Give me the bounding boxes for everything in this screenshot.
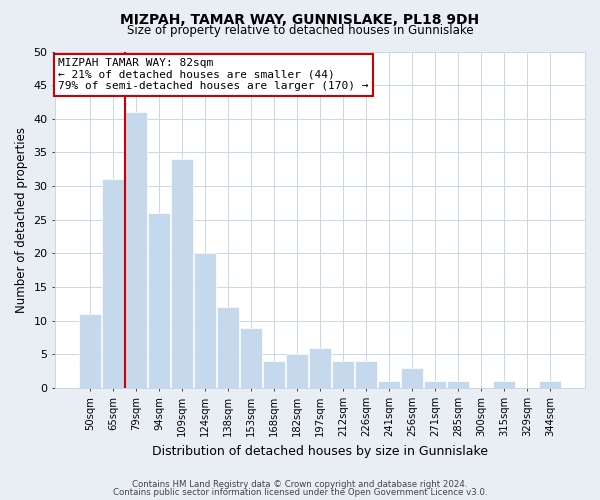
Bar — [539, 382, 561, 388]
Bar — [332, 361, 354, 388]
X-axis label: Distribution of detached houses by size in Gunnislake: Distribution of detached houses by size … — [152, 444, 488, 458]
Bar — [125, 112, 147, 388]
Bar — [79, 314, 101, 388]
Bar — [309, 348, 331, 388]
Bar — [148, 213, 170, 388]
Text: Contains HM Land Registry data © Crown copyright and database right 2024.: Contains HM Land Registry data © Crown c… — [132, 480, 468, 489]
Text: MIZPAH TAMAR WAY: 82sqm
← 21% of detached houses are smaller (44)
79% of semi-de: MIZPAH TAMAR WAY: 82sqm ← 21% of detache… — [58, 58, 368, 92]
Bar — [263, 361, 285, 388]
Y-axis label: Number of detached properties: Number of detached properties — [15, 127, 28, 313]
Text: Contains public sector information licensed under the Open Government Licence v3: Contains public sector information licen… — [113, 488, 487, 497]
Bar — [217, 308, 239, 388]
Text: Size of property relative to detached houses in Gunnislake: Size of property relative to detached ho… — [127, 24, 473, 37]
Text: MIZPAH, TAMAR WAY, GUNNISLAKE, PL18 9DH: MIZPAH, TAMAR WAY, GUNNISLAKE, PL18 9DH — [121, 12, 479, 26]
Bar — [378, 382, 400, 388]
Bar — [424, 382, 446, 388]
Bar — [286, 354, 308, 388]
Bar — [240, 328, 262, 388]
Bar — [447, 382, 469, 388]
Bar — [172, 159, 193, 388]
Bar — [355, 361, 377, 388]
Bar — [103, 180, 124, 388]
Bar — [493, 382, 515, 388]
Bar — [194, 254, 216, 388]
Bar — [401, 368, 423, 388]
